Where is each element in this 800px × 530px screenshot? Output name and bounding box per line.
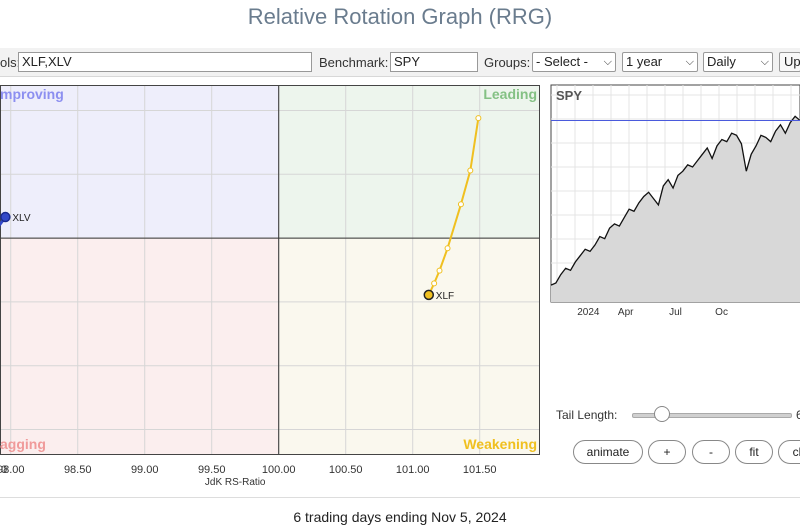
- xlf-tail-point: [444, 245, 451, 252]
- spy-x-tick-label: 2024: [577, 307, 600, 318]
- spy-x-tick-label: Jul: [669, 307, 682, 318]
- xlf-tail-point: [475, 115, 482, 122]
- xlf-tail-point: [436, 267, 443, 274]
- rrg-chart[interactable]: mproving Leading agging Weakening 98.00 98.50…: [0, 80, 545, 495]
- x-tick-label: 99.50: [198, 464, 226, 476]
- chevron-down-icon: ⌵: [760, 56, 769, 68]
- lagging-quadrant: [0, 238, 279, 455]
- weakening-quadrant: [278, 238, 540, 455]
- lagging-label: agging: [0, 436, 46, 452]
- toolbar: ols: XLF,XLV Benchmark: SPY Groups: - Se…: [0, 48, 800, 77]
- x-tick-label: 98.00: [0, 464, 24, 476]
- period-select[interactable]: 1 year ⌵: [622, 52, 698, 72]
- weakening-label: Weakening: [463, 436, 537, 452]
- update-button[interactable]: Up: [779, 52, 800, 72]
- period-select-value: 1 year: [626, 54, 663, 69]
- frequency-select-value: Daily: [707, 54, 736, 69]
- xlf-tail-point: [467, 167, 474, 174]
- improving-quadrant: [0, 85, 279, 239]
- symbols-label: ols:: [0, 55, 21, 70]
- x-tick-label: 101.50: [463, 464, 497, 476]
- xlf-tail-point: [431, 280, 438, 287]
- tail-length-slider-track[interactable]: [632, 413, 792, 418]
- leading-label: Leading: [483, 86, 537, 102]
- frequency-select[interactable]: Daily ⌵: [703, 52, 773, 72]
- xlv-label: XLV: [12, 213, 30, 224]
- x-tick-label: 99.00: [131, 464, 159, 476]
- tail-length-slider-handle[interactable]: [654, 406, 670, 422]
- xlf-label: XLF: [436, 291, 454, 302]
- x-tick-label-partial: 0: [1, 464, 7, 476]
- spy-chart: SPY 2024 Apr Jul Oc: [550, 84, 800, 318]
- footer-divider: [0, 497, 800, 498]
- fit-button[interactable]: fit: [735, 440, 773, 464]
- clear-button[interactable]: cl: [778, 440, 800, 464]
- x-axis-label: JdK RS-Ratio: [205, 477, 266, 488]
- groups-select-value: - Select -: [536, 54, 589, 69]
- page-title: Relative Rotation Graph (RRG): [247, 4, 553, 29]
- zoom-out-button[interactable]: -: [692, 440, 730, 464]
- benchmark-label: Benchmark:: [319, 55, 389, 70]
- spy-x-tick-label: Oc: [715, 307, 728, 318]
- symbols-input[interactable]: XLF,XLV: [18, 52, 312, 72]
- groups-select[interactable]: - Select - ⌵: [532, 52, 616, 72]
- footer-caption: 6 trading days ending Nov 5, 2024: [293, 509, 507, 525]
- plot-border: [0, 85, 540, 455]
- tail-length-value: 6: [796, 408, 800, 422]
- x-tick-label: 98.50: [64, 464, 92, 476]
- xlf-tail-point: [457, 201, 464, 208]
- spy-price-line: [550, 115, 800, 286]
- xlf-head-point: [423, 289, 435, 301]
- chevron-down-icon: ⌵: [685, 56, 694, 68]
- xlv-head-point: [0, 211, 11, 223]
- groups-label: Groups:: [484, 55, 531, 70]
- chevron-down-icon: ⌵: [603, 56, 612, 68]
- animate-button[interactable]: animate: [573, 440, 643, 464]
- x-tick-label: 100.00: [262, 464, 296, 476]
- improving-label: mproving: [0, 86, 64, 102]
- tail-length-label: Tail Length:: [556, 408, 618, 422]
- benchmark-input[interactable]: SPY: [390, 52, 478, 72]
- zoom-in-button[interactable]: +: [648, 440, 686, 464]
- spy-x-tick-label: Apr: [618, 307, 634, 318]
- spy-area-fill: [551, 116, 800, 302]
- leading-quadrant: [278, 85, 540, 239]
- x-tick-label: 101.00: [396, 464, 430, 476]
- spy-title: SPY: [556, 88, 582, 103]
- x-tick-label: 100.50: [329, 464, 363, 476]
